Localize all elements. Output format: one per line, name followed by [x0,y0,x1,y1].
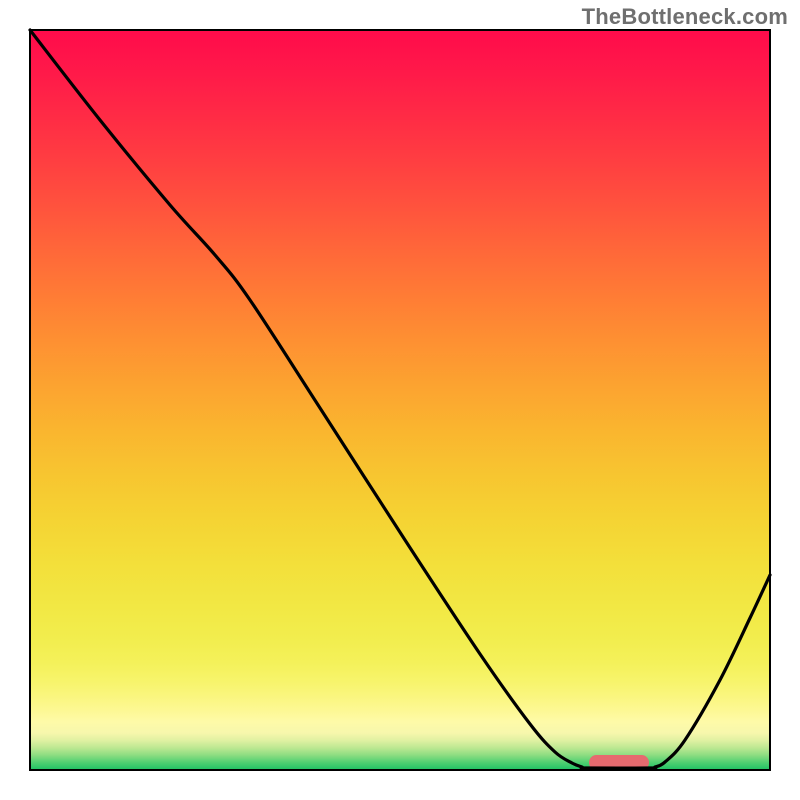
chart-svg [0,0,800,800]
watermark-text: TheBottleneck.com [582,4,788,30]
chart-stage: TheBottleneck.com [0,0,800,800]
gradient-background [30,30,770,770]
